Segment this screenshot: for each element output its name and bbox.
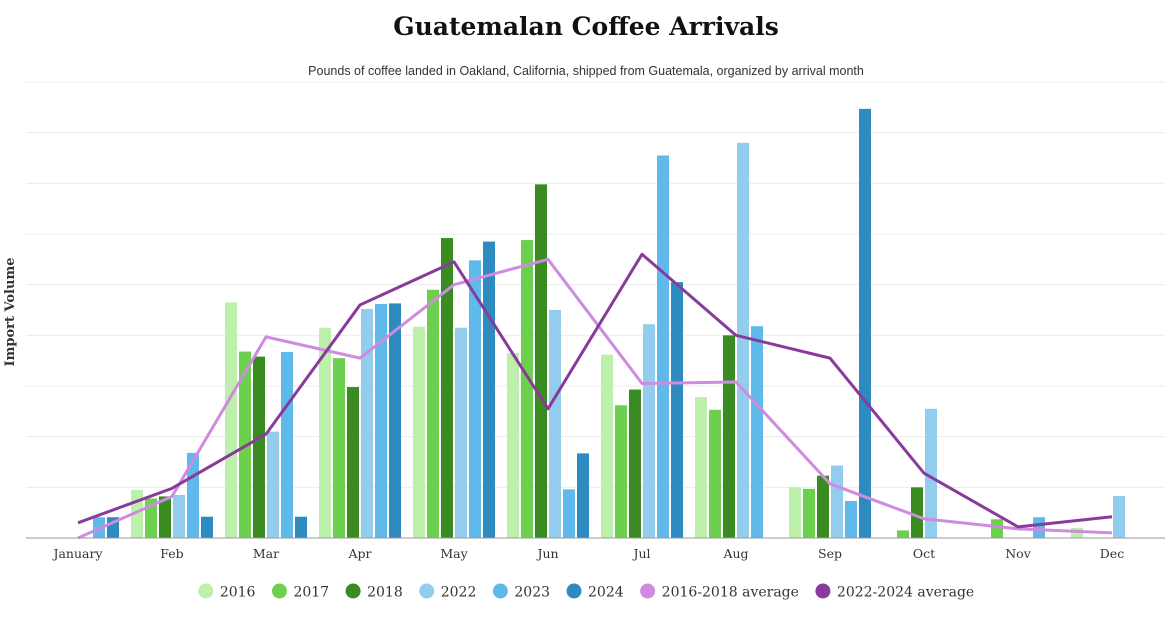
bar-2018-sep[interactable] [817,475,829,538]
legend-label: 2023 [514,585,550,601]
bar-2022-dec[interactable] [1113,495,1125,538]
x-tick-label: Aug [722,546,748,561]
bar-2023-nov[interactable] [1033,517,1045,538]
bar-2023-jun[interactable] [563,489,575,538]
legend-label: 2018 [367,585,403,601]
bar-2024-mar[interactable] [295,516,307,538]
bar-2022-may[interactable] [455,327,467,538]
x-tick-label: Nov [1005,546,1031,561]
legend-item-2023[interactable]: 2023 [492,583,550,601]
bar-2016-apr[interactable] [319,327,331,538]
bar-2016-jul[interactable] [601,354,613,538]
legend-item-2022[interactable]: 2022 [419,583,477,601]
chart-subtitle: Pounds of coffee landed in Oakland, Cali… [308,64,864,78]
line-2022-2024-average[interactable] [77,252,1113,529]
bar-2017-nov[interactable] [991,519,1003,538]
chart-title: Guatemalan Coffee Arrivals [393,12,779,41]
legend-marker [566,583,582,599]
legend-label: 2024 [588,585,624,601]
bar-2024-feb[interactable] [201,516,213,538]
bar-2022-sep[interactable] [831,465,843,538]
bar-2018-jun[interactable] [535,184,547,538]
legend-label: 2022-2024 average [837,585,974,601]
bar-2022-jun[interactable] [549,310,561,538]
line-2016-2018-average[interactable] [77,257,1113,540]
grid-lines [26,81,1165,488]
bar-2024-sep[interactable] [859,108,871,538]
bar-2024-jul[interactable] [671,282,683,538]
x-tick-label: Dec [1100,546,1124,561]
legend-item-2016[interactable]: 2016 [198,583,256,601]
bar-2024-apr[interactable] [389,303,401,538]
bar-2016-aug[interactable] [695,397,707,538]
x-tick-label: Sep [818,546,842,561]
bar-2016-dec[interactable] [1071,527,1083,538]
legend-marker [419,583,435,599]
bar-2023-may[interactable] [469,260,481,538]
bar-2022-oct[interactable] [925,408,937,538]
bar-2023-jul[interactable] [657,155,669,538]
legend-label: 2016 [220,585,256,601]
bar-2023-apr[interactable] [375,303,387,538]
x-tick-label: Feb [160,546,183,561]
bar-2017-oct[interactable] [897,530,909,538]
bar-2017-apr[interactable] [333,358,345,538]
bar-2016-jun[interactable] [507,353,519,538]
bar-2022-jul[interactable] [643,324,655,538]
legend-marker [640,583,656,599]
bar-2024-jun[interactable] [577,453,589,538]
bar-2022-mar[interactable] [267,431,279,538]
bars [93,108,1125,539]
legend[interactable]: 2016 2017 2018 2022 2023 2024 2016-2018 averag… [198,583,974,601]
bar-2017-jun[interactable] [521,240,533,538]
bar-2022-aug[interactable] [737,142,749,539]
x-tick-label: Oct [913,546,935,561]
legend-marker [198,583,214,599]
x-tick-label: May [440,546,468,561]
bar-2023-mar[interactable] [281,352,293,538]
bar-2016-may[interactable] [413,326,425,538]
bar-2017-sep[interactable] [803,488,815,538]
bar-2022-apr[interactable] [361,308,373,538]
legend-item-2024[interactable]: 2024 [566,583,624,601]
legend-marker [345,583,361,599]
bar-2018-apr[interactable] [347,387,359,538]
average-lines [77,252,1113,540]
legend-label: 2022 [441,585,477,601]
x-tick-label: Mar [253,546,279,561]
bar-2017-may[interactable] [427,289,439,538]
legend-item-2018[interactable]: 2018 [345,583,403,601]
bar-2016-sep[interactable] [789,487,801,538]
bar-2017-jul[interactable] [615,405,627,538]
legend-item-2017[interactable]: 2017 [271,583,329,601]
legend-label: 2017 [293,585,329,601]
legend-label: 2016-2018 average [662,585,799,601]
bar-2018-oct[interactable] [911,487,923,538]
bar-2018-may[interactable] [441,238,453,538]
legend-item-2022-2024-average[interactable]: 2022-2024 average [815,583,974,601]
bar-2017-aug[interactable] [709,409,721,538]
bar-2018-mar[interactable] [253,356,265,538]
x-tick-label: Jul [631,546,650,561]
x-tick-label: Jun [535,546,558,561]
x-axis-ticks: January Feb Mar Apr May Jun Jul Aug Sep Oct Nov Dec [51,546,1124,561]
bar-2023-sep[interactable] [845,501,857,538]
bar-2024-may[interactable] [483,241,495,538]
legend-marker [815,583,831,599]
bar-2018-aug[interactable] [723,335,735,538]
legend-marker [271,583,287,599]
x-tick-label: Apr [347,546,371,561]
bar-2016-mar[interactable] [225,302,237,538]
bar-2018-jul[interactable] [629,389,641,538]
bar-2023-aug[interactable] [751,326,763,538]
legend-marker [492,583,508,599]
bar-2018-feb[interactable] [159,496,171,538]
bar-2022-feb[interactable] [173,494,185,538]
y-axis-label: Import Volume [3,258,18,367]
x-tick-label: January [51,546,103,561]
legend-item-2016-2018-average[interactable]: 2016-2018 average [640,583,799,601]
